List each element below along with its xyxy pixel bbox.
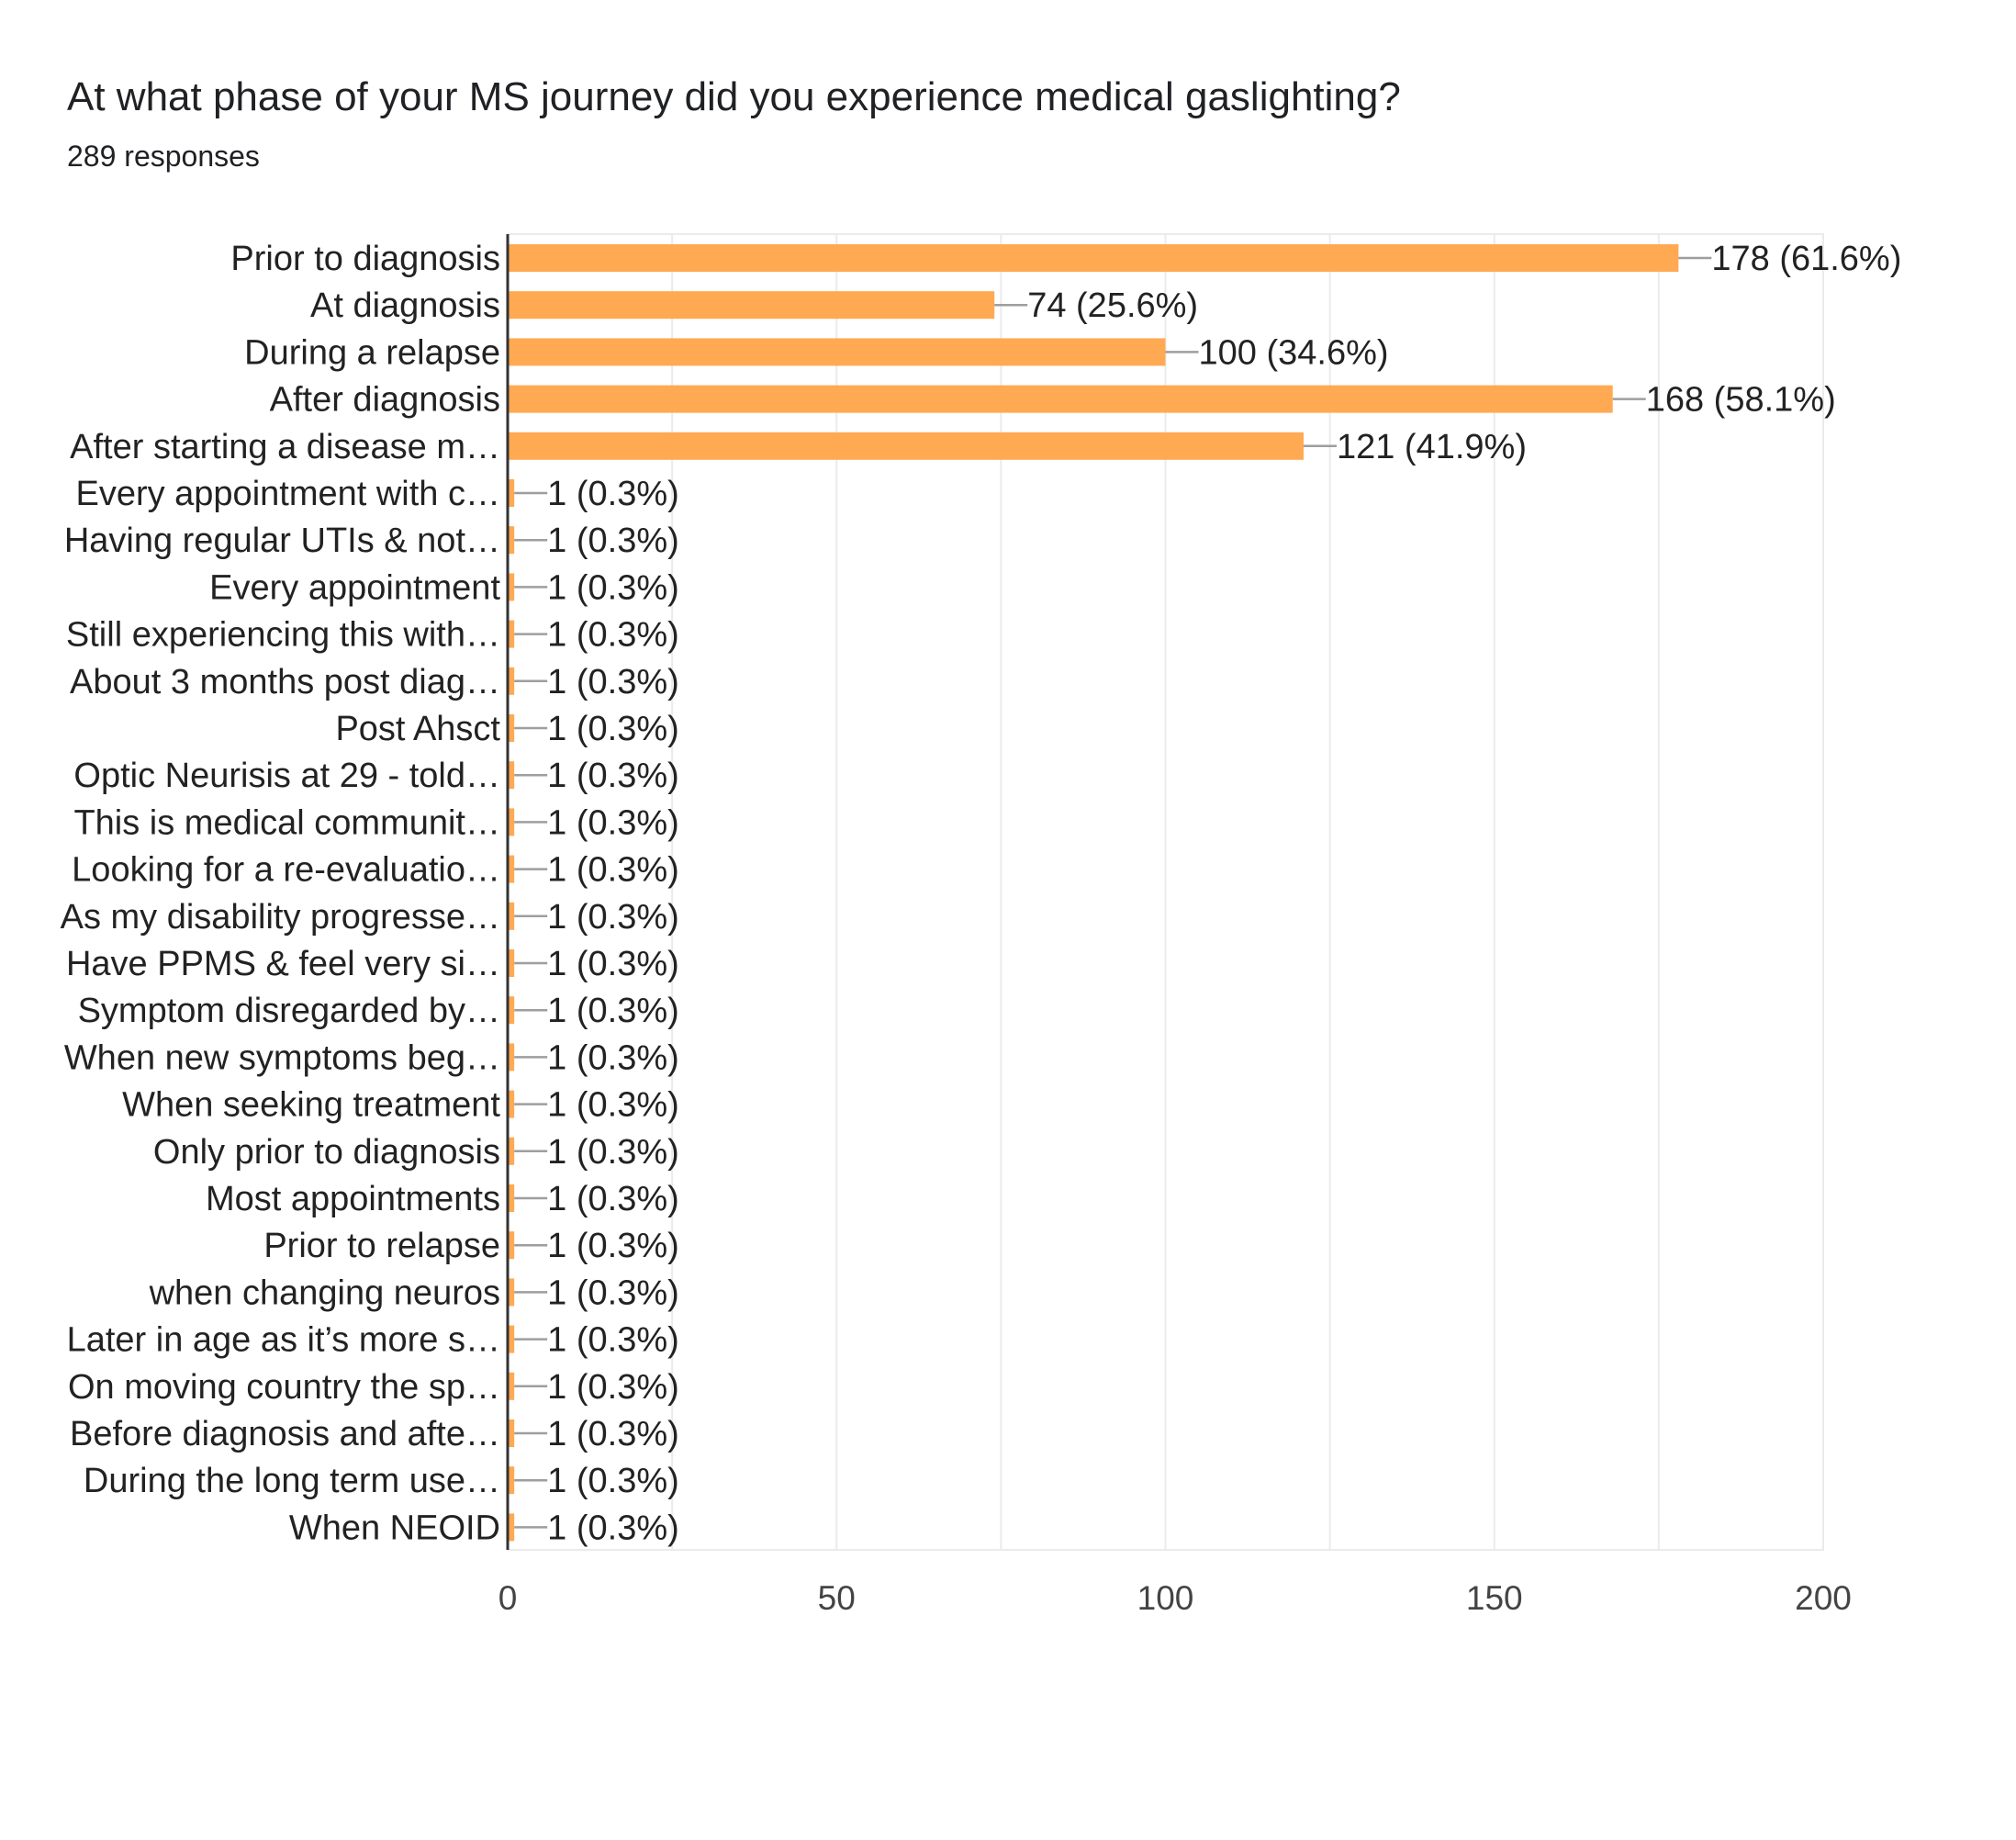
category-label: At diagnosis — [310, 286, 500, 325]
category-label: Looking for a re-evaluatio… — [72, 851, 500, 890]
category-label: During the long term use… — [84, 1462, 500, 1500]
value-label: 1 (0.3%) — [547, 945, 679, 983]
x-tick-label: 100 — [1137, 1579, 1194, 1617]
value-label: 1 (0.3%) — [547, 1321, 679, 1360]
category-label: Every appointment with c… — [75, 475, 500, 513]
category-label: Having regular UTIs & not… — [64, 522, 500, 560]
bar — [508, 714, 515, 742]
category-label: After starting a disease m… — [70, 428, 500, 466]
bar — [508, 526, 515, 555]
value-label: 1 (0.3%) — [547, 1415, 679, 1453]
value-label: 1 (0.3%) — [547, 616, 679, 655]
bar — [508, 667, 515, 695]
bar — [508, 573, 515, 601]
x-tick-label: 200 — [1795, 1579, 1852, 1617]
category-label: Every appointment — [209, 568, 500, 607]
bar — [508, 620, 515, 648]
bar — [508, 996, 515, 1025]
bar — [508, 1090, 515, 1118]
bar — [508, 1466, 515, 1495]
bar — [508, 291, 995, 320]
category-label: Later in age as it’s more s… — [67, 1321, 500, 1360]
value-label: 1 (0.3%) — [547, 1368, 679, 1407]
category-label: Still experiencing this with… — [66, 616, 500, 655]
value-label: 1 (0.3%) — [547, 898, 679, 937]
value-label: 1 (0.3%) — [547, 851, 679, 890]
value-label: 1 (0.3%) — [547, 1509, 679, 1547]
value-label: 1 (0.3%) — [547, 1180, 679, 1218]
category-label: when changing neuros — [149, 1273, 500, 1312]
value-label: 1 (0.3%) — [547, 1133, 679, 1172]
value-label: 74 (25.6%) — [1027, 286, 1198, 325]
category-label: Before diagnosis and afte… — [70, 1415, 500, 1453]
value-label: 1 (0.3%) — [547, 1273, 679, 1312]
bar — [508, 949, 515, 977]
value-label: 1 (0.3%) — [547, 568, 679, 607]
category-label: Symptom disregarded by… — [78, 992, 500, 1030]
value-label: 1 (0.3%) — [547, 475, 679, 513]
bar — [508, 808, 515, 836]
bar — [508, 338, 1166, 366]
bar — [508, 244, 1679, 272]
category-label: During a relapse — [244, 333, 500, 372]
value-label: 1 (0.3%) — [547, 1038, 679, 1077]
value-label: 1 (0.3%) — [547, 1086, 679, 1125]
bar — [508, 1325, 515, 1353]
bar — [508, 761, 515, 790]
bar — [508, 1043, 515, 1071]
category-label: Optic Neurisis at 29 - told… — [73, 757, 500, 795]
bar — [508, 1372, 515, 1400]
value-label: 1 (0.3%) — [547, 757, 679, 795]
category-label: Prior to diagnosis — [230, 240, 500, 278]
category-label: Only prior to diagnosis — [153, 1133, 500, 1172]
value-label: 178 (61.6%) — [1711, 240, 1901, 278]
x-tick-label: 150 — [1466, 1579, 1523, 1617]
category-label: Have PPMS & feel very si… — [66, 945, 500, 983]
category-label: As my disability progresse… — [61, 898, 500, 937]
chart-title: At what phase of your MS journey did you… — [67, 74, 1401, 119]
value-label: 1 (0.3%) — [547, 663, 679, 701]
response-count: 289 responses — [67, 140, 260, 173]
value-label: 121 (41.9%) — [1337, 428, 1527, 466]
bar — [508, 902, 515, 930]
value-label: 168 (58.1%) — [1646, 381, 1836, 420]
category-label: When new symptoms beg… — [64, 1038, 500, 1077]
category-label: This is medical communit… — [73, 803, 500, 842]
bar — [508, 479, 515, 507]
bar — [508, 1419, 515, 1447]
bar — [508, 1513, 515, 1542]
value-label: 1 (0.3%) — [547, 1462, 679, 1500]
bar — [508, 1184, 515, 1212]
value-label: 1 (0.3%) — [547, 522, 679, 560]
value-label: 1 (0.3%) — [547, 1227, 679, 1265]
x-tick-label: 0 — [498, 1579, 518, 1617]
bar — [508, 1137, 515, 1165]
bar — [508, 1278, 515, 1307]
category-label: When seeking treatment — [122, 1086, 500, 1125]
bar — [508, 432, 1304, 460]
category-label: Most appointments — [206, 1180, 500, 1218]
bar — [508, 855, 515, 883]
category-label: Prior to relapse — [263, 1227, 500, 1265]
value-label: 1 (0.3%) — [547, 710, 679, 748]
category-label: On moving country the sp… — [68, 1368, 500, 1407]
value-label: 1 (0.3%) — [547, 992, 679, 1030]
bar — [508, 385, 1613, 413]
value-label: 1 (0.3%) — [547, 803, 679, 842]
category-label: After diagnosis — [270, 381, 500, 420]
bar — [508, 1231, 515, 1260]
category-label: When NEOID — [289, 1509, 500, 1547]
value-label: 100 (34.6%) — [1199, 333, 1389, 372]
category-label: About 3 months post diag… — [70, 663, 500, 701]
category-label: Post Ahsct — [335, 710, 500, 748]
x-tick-label: 50 — [818, 1579, 856, 1617]
